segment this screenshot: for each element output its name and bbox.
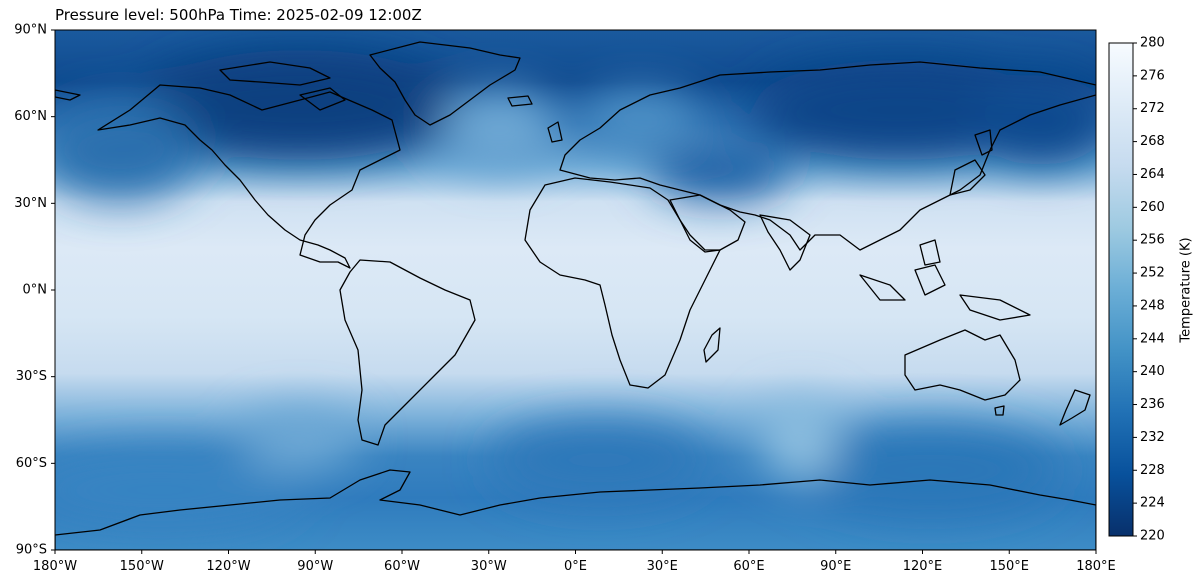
y-tick-label: 90°S [16, 543, 47, 558]
x-tick-label: 60°W [384, 559, 420, 574]
x-tick-label: 30°E [647, 559, 678, 574]
y-axis-ticks: 90°N 60°N 30°N 0°N 30°S 60°S 90°S [14, 23, 55, 558]
x-tick-label: 60°E [733, 559, 764, 574]
colorbar-tick-label: 232 [1140, 430, 1165, 445]
y-tick-label: 90°N [14, 23, 47, 38]
y-tick-label: 0°N [23, 283, 48, 298]
x-tick-label: 150°E [989, 559, 1029, 574]
colorbar-tick-label: 248 [1140, 298, 1165, 313]
colorbar-label: Temperature (K) [1179, 237, 1194, 343]
x-tick-label: 0°E [564, 559, 587, 574]
y-tick-label: 30°N [14, 196, 47, 211]
colorbar-tick-label: 280 [1140, 36, 1165, 51]
x-tick-label: 30°W [471, 559, 507, 574]
x-tick-label: 120°W [206, 559, 250, 574]
y-tick-label: 60°S [16, 456, 47, 471]
x-tick-label: 180°W [33, 559, 77, 574]
map-title: Pressure level: 500hPa Time: 2025-02-09 … [55, 6, 422, 24]
x-tick-label: 90°E [820, 559, 851, 574]
colorbar-tick-label: 220 [1140, 529, 1165, 544]
colorbar-tick-label: 244 [1140, 331, 1165, 346]
colorbar-tick-label: 240 [1140, 364, 1165, 379]
colorbar-tick-label: 256 [1140, 233, 1165, 248]
temperature-field [55, 30, 1096, 550]
colorbar [1108, 42, 1134, 537]
x-axis-ticks: 180°W 150°W 120°W 90°W 60°W 30°W 0°E 30°E 60°E 90… [33, 550, 1116, 574]
y-tick-label: 30°S [16, 369, 47, 384]
colorbar-tick-label: 260 [1140, 200, 1165, 215]
coastlines [55, 41, 1096, 550]
colorbar-tick-label: 236 [1140, 397, 1165, 412]
colorbar-tick-label: 276 [1140, 68, 1165, 83]
x-tick-label: 150°W [120, 559, 164, 574]
colorbar-tick-label: 252 [1140, 266, 1165, 281]
x-tick-label: 90°W [297, 559, 333, 574]
colorbar-tick-label: 224 [1140, 496, 1165, 511]
y-tick-label: 60°N [14, 109, 47, 124]
x-tick-label: 180°E [1076, 559, 1116, 574]
colorbar-tick-label: 264 [1140, 167, 1165, 182]
colorbar-tick-label: 272 [1140, 101, 1165, 116]
colorbar-tick-label: 228 [1140, 463, 1165, 478]
colorbar-tick-label: 268 [1140, 134, 1165, 149]
x-tick-label: 120°E [903, 559, 943, 574]
colorbar-ticks: 220 224 228 232 236 240 244 248 252 256 260 264 268 2… [1133, 36, 1165, 544]
